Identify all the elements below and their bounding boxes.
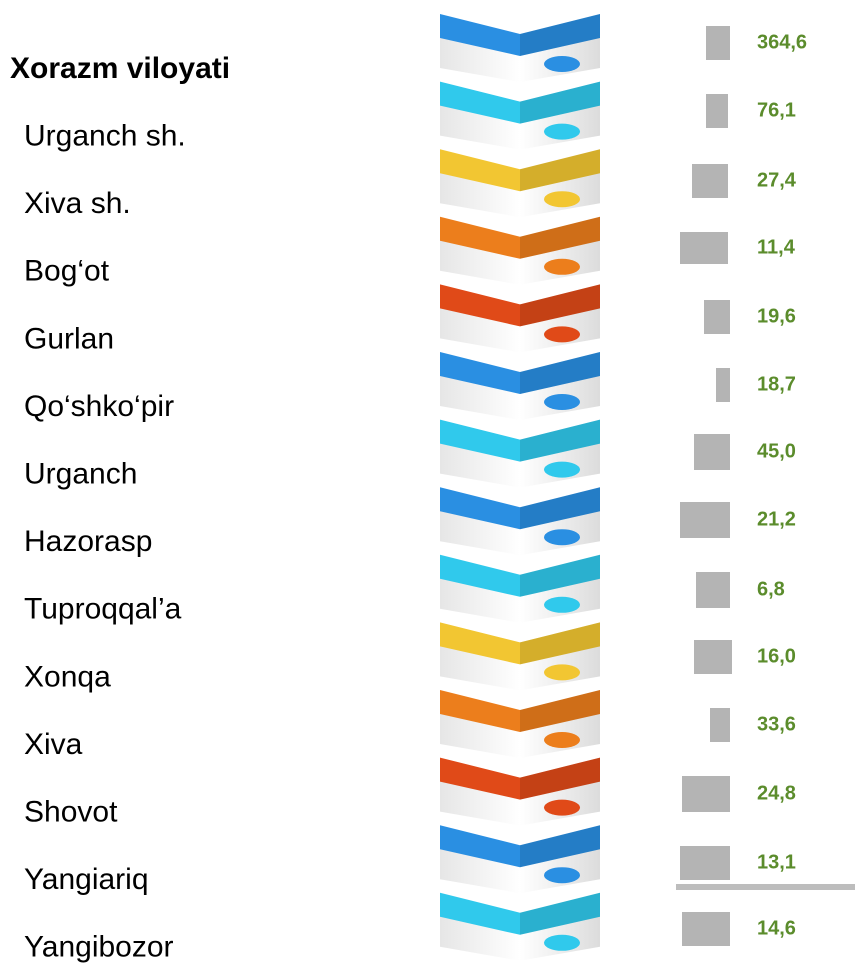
region-value: 13,1	[757, 851, 796, 873]
value-box	[682, 912, 730, 946]
ribbon-dot	[544, 597, 580, 613]
value-box	[682, 776, 730, 812]
ribbon	[440, 622, 600, 690]
ribbon	[440, 555, 600, 623]
value-box	[680, 232, 728, 264]
value-box	[692, 164, 728, 198]
region-label: Gurlan	[24, 322, 114, 355]
ribbon	[440, 893, 600, 961]
ribbon-dot	[544, 529, 580, 545]
ribbon-dot	[544, 259, 580, 275]
region-value: 16,0	[757, 645, 796, 667]
region-label: Bog‘ot	[24, 255, 110, 288]
value-box	[694, 640, 732, 674]
ribbon-dot	[544, 935, 580, 951]
ribbon	[440, 14, 600, 82]
region-label: Yangiariq	[24, 863, 149, 896]
region-label: Urganch sh.	[24, 120, 186, 153]
region-value: 45,0	[757, 440, 796, 462]
ribbon	[440, 758, 600, 826]
region-value: 33,6	[757, 713, 796, 735]
value-box	[680, 502, 730, 538]
ribbon-dot	[544, 191, 580, 207]
ribbon-dot	[544, 732, 580, 748]
divider	[676, 884, 855, 890]
value-box	[694, 434, 730, 470]
region-label: Urganch	[24, 458, 137, 491]
region-label: Xorazm viloyati	[10, 52, 230, 85]
value-box	[716, 368, 730, 402]
ribbon	[440, 825, 600, 893]
ribbon-dot	[544, 664, 580, 680]
ribbon-dot	[544, 394, 580, 410]
region-value: 76,1	[757, 99, 796, 121]
ribbon-dot	[544, 800, 580, 816]
region-label: Xonqa	[24, 660, 111, 693]
ribbon	[440, 420, 600, 488]
ribbon	[440, 149, 600, 217]
region-label: Yangibozor	[24, 931, 174, 964]
ribbon	[440, 690, 600, 758]
ribbon	[440, 217, 600, 285]
ribbon-dot	[544, 867, 580, 883]
region-label: Xiva sh.	[24, 187, 131, 220]
region-label: Xiva	[24, 728, 83, 761]
region-value: 14,6	[757, 917, 796, 939]
ribbon	[440, 352, 600, 420]
ribbon-dot	[544, 56, 580, 72]
region-value: 21,2	[757, 508, 796, 530]
value-box	[680, 846, 730, 880]
ribbon-dot	[544, 462, 580, 478]
region-value: 364,6	[757, 31, 807, 53]
region-label: Hazorasp	[24, 525, 152, 558]
ribbon	[440, 82, 600, 150]
infographic: Xorazm viloyati 364,6 Urganch sh. 76,1 Xiva …	[0, 0, 855, 966]
region-value: 18,7	[757, 373, 796, 395]
ribbon-dot	[544, 124, 580, 140]
region-label: Qo‘shko‘pir	[24, 390, 174, 423]
region-label: Tuproqqal’a	[24, 593, 182, 626]
value-box	[704, 300, 730, 334]
region-value: 11,4	[757, 236, 796, 258]
region-value: 19,6	[757, 305, 796, 327]
region-value: 6,8	[757, 578, 785, 600]
value-box	[706, 94, 728, 128]
value-box	[696, 572, 730, 608]
value-box	[706, 26, 730, 60]
region-label: Shovot	[24, 796, 118, 829]
ribbon	[440, 487, 600, 555]
ribbon-dot	[544, 326, 580, 342]
value-box	[710, 708, 730, 742]
ribbon	[440, 284, 600, 352]
region-value: 24,8	[757, 782, 796, 804]
region-value: 27,4	[757, 169, 797, 191]
